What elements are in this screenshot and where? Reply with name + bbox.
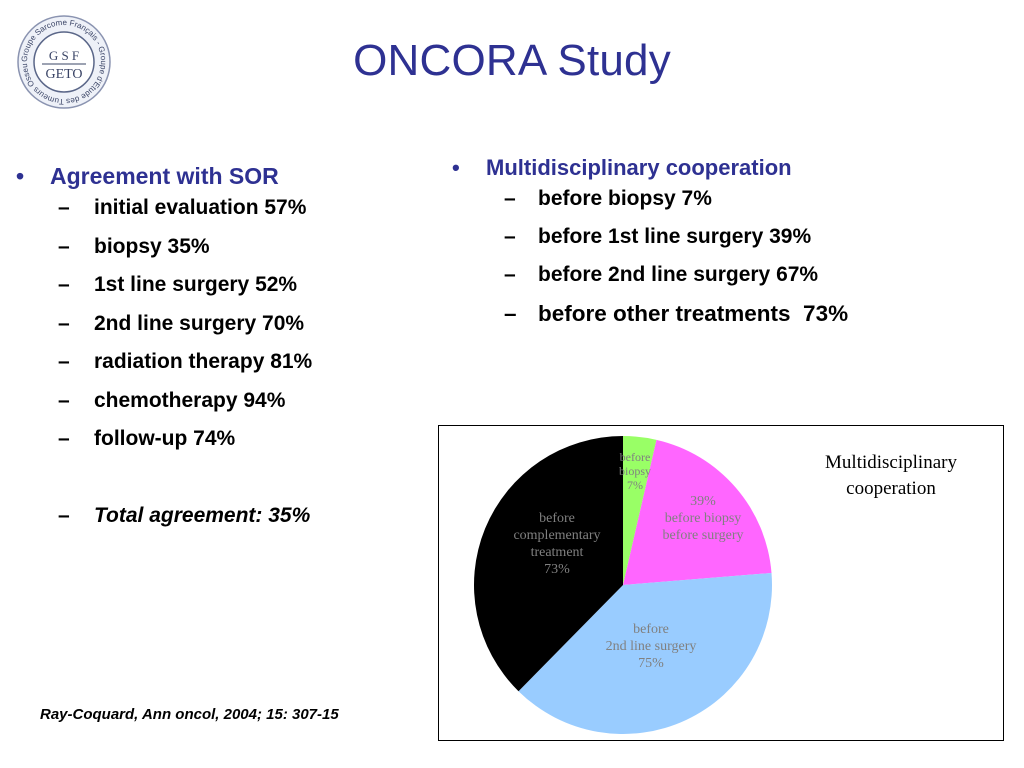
bullet-dot: • [452,155,460,180]
pie-label-2: before 2nd line surgery 75% [606,622,697,671]
list-item: – follow-up 74% [58,427,236,450]
pie-slice-3 [474,436,623,692]
list-item: – chemotherapy 94% [58,388,286,412]
pie-chart-box: before biopsy 7% 39% before biopsy before sur… [438,425,1004,741]
slide-title: ONCORA Study [353,36,671,85]
list-item: – biopsy 35% [58,234,210,258]
cooperation-heading: Multidisciplinary cooperation [486,155,792,180]
logo-seal: Groupe Sarcome Français - Groupe d'Etude… [14,7,111,109]
list-item: – before biopsy 7% [504,187,712,210]
gsf-geto-logo: Groupe Sarcome Français - Groupe d'Etude… [14,7,112,110]
logo-line1: G S F [49,48,79,63]
bullet-dot: • [16,163,25,189]
agreement-heading-row: • Agreement with SOR [16,163,416,190]
pie-label-1: 39% before biopsy before surgery [663,494,744,543]
agreement-list: – initial evaluation 57% – biopsy 35% –1st… [16,196,416,542]
agreement-heading: Agreement with SOR [50,163,279,189]
cooperation-section: • Multidisciplinary cooperation – before … [452,155,1012,339]
list-item: –2nd line surgery 70% [58,311,305,335]
list-item: – before 1st line surgery 39% [504,225,812,248]
list-item: – radiation therapy 81% [58,350,313,373]
list-gap [16,466,416,504]
list-item: – before other treatments 73% [504,301,849,326]
list-item: – before 2nd line surgery 67% [504,263,819,286]
pie-label-3: before complementary treatment 73% [513,511,600,577]
pie-slice-2 [518,572,772,734]
list-item: –1st line surgery 52% [58,273,298,296]
cooperation-list: – before biopsy 7% – before 1st line surge… [452,187,1012,339]
pie-label-0: before biopsy 7% [619,450,651,492]
pie-slice-0 [623,436,657,585]
cooperation-heading-row: • Multidisciplinary cooperation [452,155,1012,181]
logo-line2: GETO [45,67,82,82]
pie-chart: before biopsy 7% 39% before biopsy before sur… [474,436,772,734]
list-item: – initial evaluation 57% [58,196,307,219]
citation: Ray-Coquard, Ann oncol, 2004; 15: 307-15 [40,706,339,723]
agreement-section: • Agreement with SOR – initial evaluation… [16,163,416,542]
pie-slice-1 [623,439,772,585]
chart-title: Multidisciplinary cooperation [825,452,957,499]
total-agreement: – Total agreement: 35% [58,503,311,527]
